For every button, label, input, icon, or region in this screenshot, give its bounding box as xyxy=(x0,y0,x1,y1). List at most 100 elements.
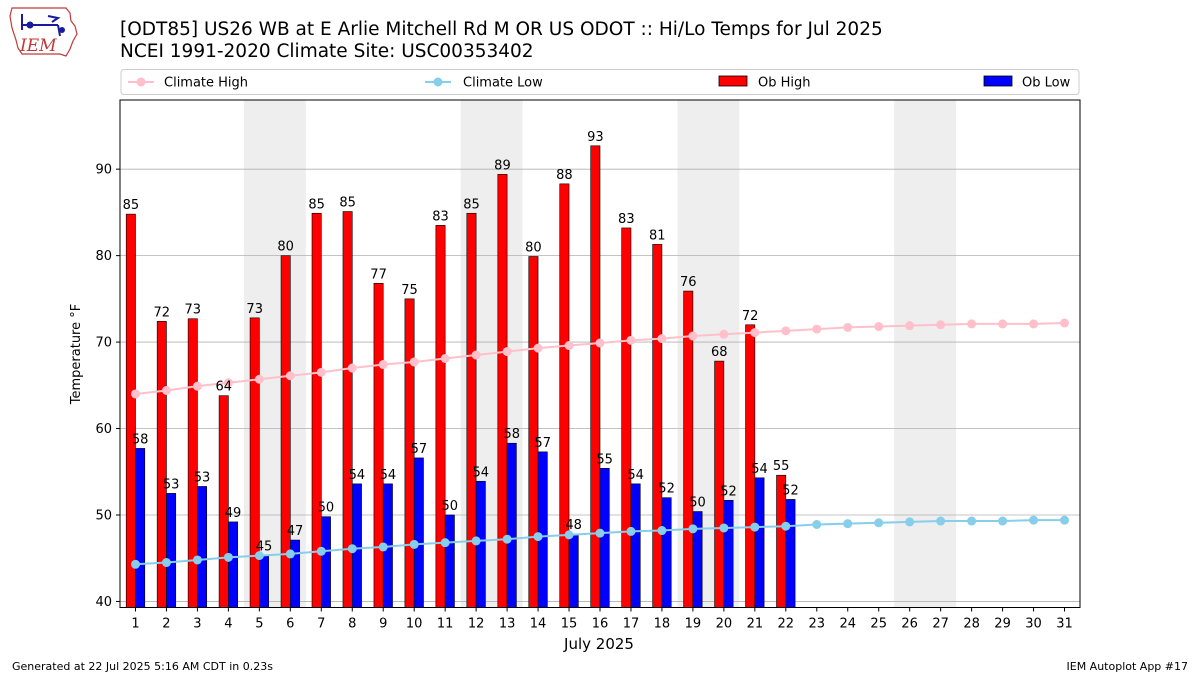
climate-low-point xyxy=(936,516,946,526)
ob-high-value-label: 77 xyxy=(370,267,387,282)
x-tick-label: 30 xyxy=(1025,617,1042,632)
x-tick-label: 15 xyxy=(561,617,578,632)
climate-high-point xyxy=(936,320,946,330)
x-tick-label: 7 xyxy=(317,617,325,632)
x-tick-label: 26 xyxy=(901,617,918,632)
ob-high-value-label: 55 xyxy=(773,459,790,474)
ob-high-bar xyxy=(466,212,477,608)
x-tick-label: 19 xyxy=(685,617,702,632)
climate-high-point xyxy=(285,371,295,381)
legend-frame xyxy=(120,69,1080,95)
ob-low-value-label: 49 xyxy=(225,506,242,521)
climate-low-point xyxy=(1029,515,1039,525)
x-tick-label: 25 xyxy=(870,617,887,632)
x-tick-label: 4 xyxy=(224,617,232,632)
climate-low-point xyxy=(688,524,698,534)
ob-high-value-label: 72 xyxy=(742,309,759,324)
climate-high-point xyxy=(409,357,419,367)
x-tick-label: 17 xyxy=(623,617,640,632)
x-tick-label: 8 xyxy=(348,617,356,632)
climate-high-point xyxy=(812,324,822,334)
x-tick-label: 29 xyxy=(994,617,1011,632)
x-tick-label: 18 xyxy=(654,617,671,632)
ob-high-bar xyxy=(590,145,601,608)
climate-low-point xyxy=(812,520,822,530)
ob-high-value-label: 73 xyxy=(246,302,263,317)
x-tick-label: 13 xyxy=(499,617,516,632)
ob-low-bar xyxy=(444,514,455,608)
y-tick-label: 90 xyxy=(95,163,112,178)
ob-low-bar xyxy=(630,483,641,608)
ob-high-value-label: 80 xyxy=(525,240,542,255)
ob-high-value-label: 89 xyxy=(494,158,511,173)
climate-high-point xyxy=(1060,318,1070,328)
climate-low-point xyxy=(719,523,729,533)
bar-value-labels: 85 72 73 64 73 80 85 85 77 75 83 85 89 80 88 93 83 81 76 68… xyxy=(123,130,799,555)
ob-high-value-label: 76 xyxy=(680,275,697,290)
bars xyxy=(125,145,796,608)
ob-high-bar xyxy=(249,317,260,608)
climate-low-point xyxy=(316,546,326,556)
ob-high-value-label: 64 xyxy=(215,380,232,395)
ob-low-bar xyxy=(197,486,208,608)
weekend-shade-band xyxy=(894,100,957,608)
climate-low-point xyxy=(533,532,543,542)
ob-high-value-label: 83 xyxy=(432,209,449,224)
ob-low-value-label: 54 xyxy=(751,462,768,477)
ob-high-value-label: 75 xyxy=(401,283,418,298)
ob-low-value-label: 52 xyxy=(782,483,799,498)
y-tick-label: 60 xyxy=(95,422,112,437)
climate-high-point xyxy=(471,350,481,360)
climate-high-point xyxy=(223,378,233,388)
climate-high-point xyxy=(750,328,760,338)
legend-item-climate-low: Climate Low xyxy=(425,76,543,91)
climate-low-point xyxy=(781,521,791,531)
ob-low-bar xyxy=(661,497,672,608)
climate-high-point xyxy=(688,331,698,341)
ob-low-value-label: 52 xyxy=(658,482,675,497)
climate-high-point xyxy=(1029,319,1039,329)
ob-high-bar xyxy=(559,183,570,608)
ob-high-value-label: 81 xyxy=(649,228,666,243)
climate-low-point xyxy=(378,542,388,552)
ob-low-bar xyxy=(413,457,424,608)
x-tick-label: 27 xyxy=(932,617,949,632)
ob-low-value-label: 50 xyxy=(442,499,459,514)
ob-high-value-label: 85 xyxy=(123,198,140,213)
ob-low-bar xyxy=(568,533,579,608)
climate-low-point xyxy=(409,539,419,549)
climate-low-point xyxy=(998,516,1008,526)
logo-text: IEM xyxy=(19,36,57,56)
climate-low-point xyxy=(192,555,202,565)
climate-high-point xyxy=(998,319,1008,329)
x-tick-label: 3 xyxy=(193,617,201,632)
climate-high-point xyxy=(316,367,326,377)
legend-item-climate-high: Climate High xyxy=(128,76,248,91)
climate-high-point xyxy=(657,334,667,344)
iem-logo: IEM xyxy=(9,7,78,57)
legend: Climate High Climate Low Ob High Ob Low xyxy=(120,69,1080,95)
ob-high-bar xyxy=(528,256,539,608)
y-axis-title: Temperature °F xyxy=(69,304,84,405)
x-tick-label: 31 xyxy=(1056,617,1073,632)
iowa-outline-icon xyxy=(9,7,78,57)
ob-high-value-label: 85 xyxy=(463,197,480,212)
x-tick-label: 10 xyxy=(406,617,423,632)
legend-swatch-ob-high xyxy=(718,75,748,87)
legend-item-ob-high: Ob High xyxy=(718,75,811,91)
ob-high-bar xyxy=(621,227,632,608)
climate-low-point xyxy=(161,558,171,568)
climate-high-point xyxy=(874,322,884,332)
y-tick-label: 40 xyxy=(95,595,112,610)
ob-high-value-label: 68 xyxy=(711,345,728,360)
x-tick-label: 12 xyxy=(468,617,485,632)
climate-low-point xyxy=(874,518,884,528)
legend-marker-climate-high xyxy=(136,77,146,87)
x-tick-label: 28 xyxy=(963,617,980,632)
ob-low-value-label: 58 xyxy=(132,432,149,447)
climate-low-point xyxy=(471,536,481,546)
climate-high-point xyxy=(564,341,574,351)
x-tick-label: 22 xyxy=(778,617,795,632)
climate-high-point xyxy=(626,335,636,345)
